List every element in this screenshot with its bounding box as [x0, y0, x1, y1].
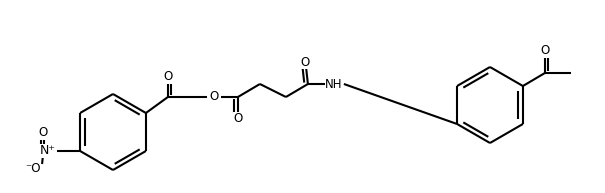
Text: O: O	[209, 91, 218, 103]
Text: O: O	[540, 45, 549, 58]
Text: O: O	[163, 70, 172, 84]
Text: N⁺: N⁺	[40, 145, 56, 157]
Text: O: O	[300, 56, 310, 69]
Text: O: O	[39, 126, 48, 140]
Text: O: O	[234, 113, 243, 125]
Text: ⁻O: ⁻O	[25, 163, 41, 175]
Text: NH: NH	[325, 78, 342, 91]
